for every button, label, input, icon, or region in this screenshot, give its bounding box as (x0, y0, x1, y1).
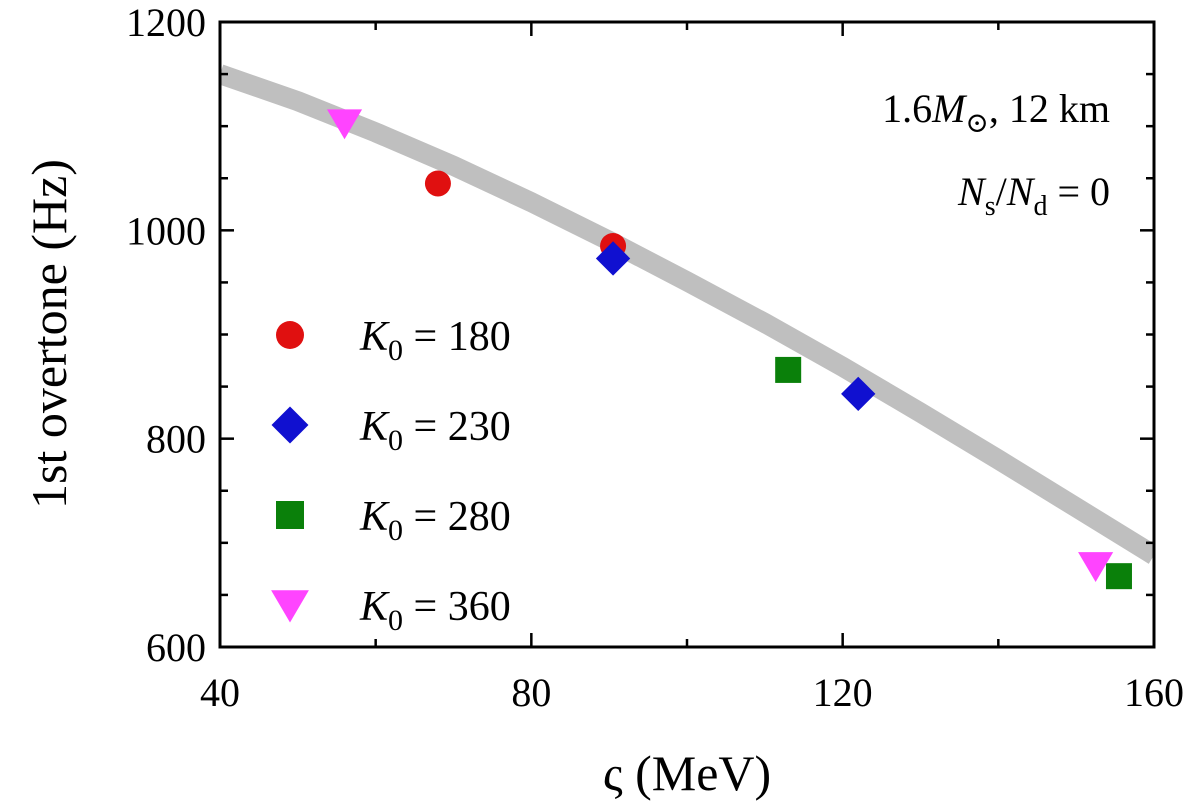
y-tick-label: 1000 (126, 208, 206, 253)
x-axis-label: ς (MeV) (603, 745, 771, 801)
data-point-series-2 (775, 356, 802, 383)
y-tick-label: 1200 (126, 0, 206, 45)
legend-label-1: K0 = 230 (359, 404, 511, 457)
data-point-series-3 (326, 109, 363, 140)
legend-label-2: K0 = 280 (359, 494, 511, 547)
data-point-series-0 (424, 170, 451, 197)
data-point-series-2 (1105, 563, 1132, 590)
data-point-series-3 (1078, 552, 1114, 582)
x-tick-label: 160 (1124, 670, 1184, 715)
legend-label-0: K0 = 180 (359, 314, 511, 367)
fit-curve (220, 64, 1154, 564)
legend-marker-1 (271, 406, 309, 444)
x-tick-label: 80 (511, 670, 551, 715)
x-tick-label: 40 (200, 670, 240, 715)
legend-marker-3 (271, 590, 309, 623)
data-point-series-1 (595, 241, 631, 276)
legend-label-3: K0 = 360 (359, 584, 511, 637)
legend-marker-2 (276, 501, 304, 529)
legend-marker-0 (276, 321, 304, 349)
x-tick-label: 120 (813, 670, 873, 715)
annotation-ratio: Ns/Nd = 0 (957, 169, 1110, 222)
legend: K0 = 180 K0 = 230 K0 = 280 K0 = 360 (271, 314, 511, 637)
y-tick-label: 600 (146, 625, 206, 670)
y-axis-label: 1st overtone (Hz) (21, 159, 77, 509)
annotation-mass-radius: 1.6M⊙, 12 km (882, 86, 1110, 139)
data-point-series-1 (841, 376, 876, 412)
y-tick-label: 800 (146, 417, 206, 462)
